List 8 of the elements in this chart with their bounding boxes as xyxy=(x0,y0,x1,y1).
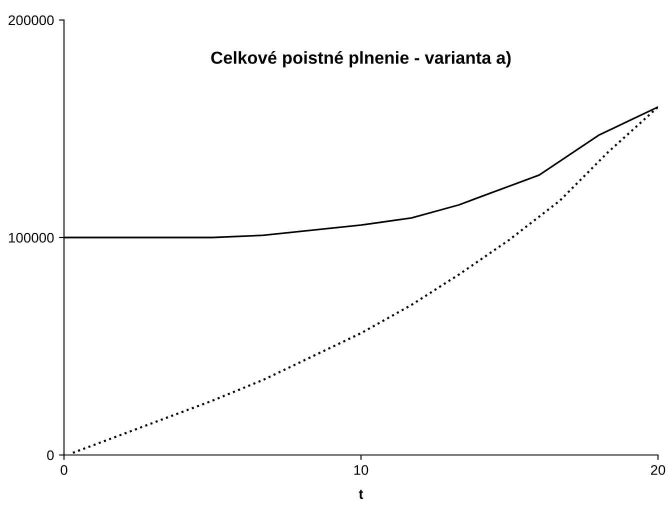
y-tick-label: 0 xyxy=(47,450,54,460)
text: Celkové poistné plnenie - varianta a) xyxy=(211,50,511,68)
y-tick-label: 200000 xyxy=(8,15,54,26)
x-tick-label: 20 xyxy=(650,465,666,475)
x-tick-label: 0 xyxy=(60,465,68,475)
y-tick-label: 100000 xyxy=(8,232,54,243)
x-axis-title: t xyxy=(358,490,364,499)
x-tick-label: 10 xyxy=(354,465,368,475)
